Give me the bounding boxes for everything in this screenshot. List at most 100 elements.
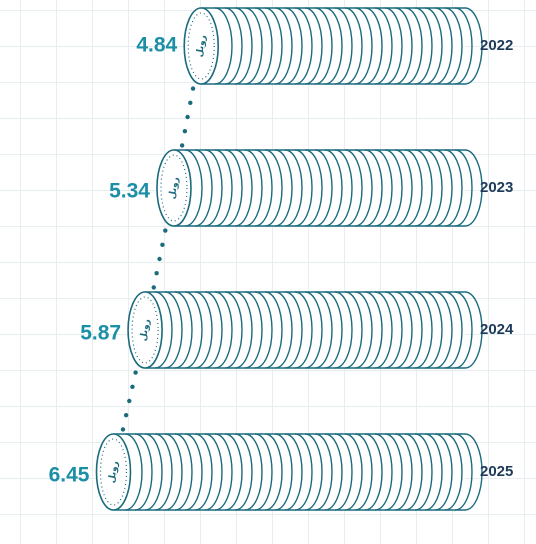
coin-edge xyxy=(374,7,393,85)
coin-edge xyxy=(334,291,353,369)
coin-edge xyxy=(394,291,413,369)
category-label: 2025 xyxy=(480,463,513,480)
coin-edge xyxy=(204,291,223,369)
coin-face xyxy=(156,149,192,227)
coin-edge xyxy=(304,291,323,369)
value-label: 6.45 xyxy=(49,464,90,487)
coin-edge xyxy=(314,291,333,369)
coin-edge xyxy=(354,149,373,227)
connector-dot xyxy=(163,228,168,233)
connector-dot xyxy=(179,143,185,148)
coin-edge xyxy=(174,291,193,369)
connector-dot xyxy=(190,86,196,91)
coin-edge xyxy=(214,7,233,85)
coin-edge xyxy=(364,149,383,227)
coin-edge xyxy=(374,433,393,511)
coin-edge xyxy=(394,149,413,227)
coin-edge xyxy=(224,291,243,369)
coin-edge xyxy=(364,7,383,85)
coin-edge xyxy=(464,149,483,227)
coin-edge xyxy=(404,7,423,85)
coin-edge xyxy=(264,149,283,227)
coin-edge xyxy=(154,291,173,369)
coin-edge xyxy=(254,7,273,85)
coin-edge xyxy=(224,149,243,227)
coin-face xyxy=(127,291,163,369)
value-label: 5.34 xyxy=(109,180,150,203)
coin-edge xyxy=(384,7,403,85)
coin-edge xyxy=(444,291,463,369)
coin-edge xyxy=(454,7,473,85)
coin-edge xyxy=(444,7,463,85)
coin-ring xyxy=(99,438,128,506)
coin-edge xyxy=(124,433,143,511)
coin-edge xyxy=(354,291,373,369)
coin-edge xyxy=(234,149,253,227)
coin-edge xyxy=(174,433,193,511)
coin-edge xyxy=(444,149,463,227)
connector-dot xyxy=(151,285,156,290)
coin-ring xyxy=(160,154,188,222)
connector-dot xyxy=(130,384,135,389)
coin-edge xyxy=(334,433,353,511)
coin-face xyxy=(95,433,132,511)
coin-edge xyxy=(464,433,483,511)
coin-edge xyxy=(244,291,263,369)
coin-edge xyxy=(244,7,263,85)
coin-edge xyxy=(294,7,313,85)
connector-dot xyxy=(127,398,132,404)
coin-edge xyxy=(384,291,403,369)
coin-edge xyxy=(234,291,253,369)
coin-edge xyxy=(464,291,483,369)
coin-edge xyxy=(454,149,473,227)
coin-face xyxy=(183,7,220,85)
coin-edge xyxy=(144,433,163,511)
coin-edge xyxy=(344,291,363,369)
coin-edge xyxy=(264,291,283,369)
coin-edge xyxy=(374,291,393,369)
coin-edge xyxy=(344,433,363,511)
connector-dot xyxy=(182,129,188,134)
connector-dot xyxy=(188,100,193,106)
coin-edge xyxy=(424,7,443,85)
coin-edge xyxy=(284,433,303,511)
coin-edge xyxy=(274,7,293,85)
coin-edge xyxy=(324,433,343,511)
category-label: 2023 xyxy=(480,179,513,196)
coin-stack: روبل xyxy=(95,433,483,511)
coin-edge xyxy=(334,149,353,227)
coin-edge xyxy=(164,291,183,369)
category-label: 2024 xyxy=(480,321,514,338)
coin-edge xyxy=(354,433,373,511)
coin-edge xyxy=(434,433,453,511)
coin-edge xyxy=(224,433,243,511)
connector-dot xyxy=(157,256,162,262)
coin-edge xyxy=(204,149,223,227)
coin-edge xyxy=(154,433,173,511)
coin-edge xyxy=(404,291,423,369)
connector-dot xyxy=(133,370,138,375)
value-label: 4.84 xyxy=(136,34,177,57)
bar xyxy=(201,8,465,84)
value-label: 5.87 xyxy=(80,322,121,345)
coin-edge xyxy=(414,291,433,369)
coin-edge xyxy=(334,7,353,85)
coin-edge xyxy=(214,149,233,227)
coin-edge xyxy=(324,149,343,227)
coin-edge xyxy=(344,7,363,85)
coin-edge xyxy=(434,291,453,369)
coin-edge xyxy=(274,149,293,227)
coin-edge xyxy=(254,433,273,511)
coin-ring xyxy=(187,12,215,80)
coin-edge xyxy=(404,433,423,511)
coin-edge xyxy=(204,433,223,511)
coin-edge xyxy=(414,7,433,85)
coin-edge xyxy=(194,149,213,227)
coin-edge xyxy=(414,433,433,511)
coin-edge xyxy=(314,149,333,227)
coin-edge xyxy=(454,433,473,511)
coin-stack: روبل xyxy=(156,149,483,227)
coin-edge xyxy=(234,433,253,511)
coin-edge xyxy=(134,433,153,511)
